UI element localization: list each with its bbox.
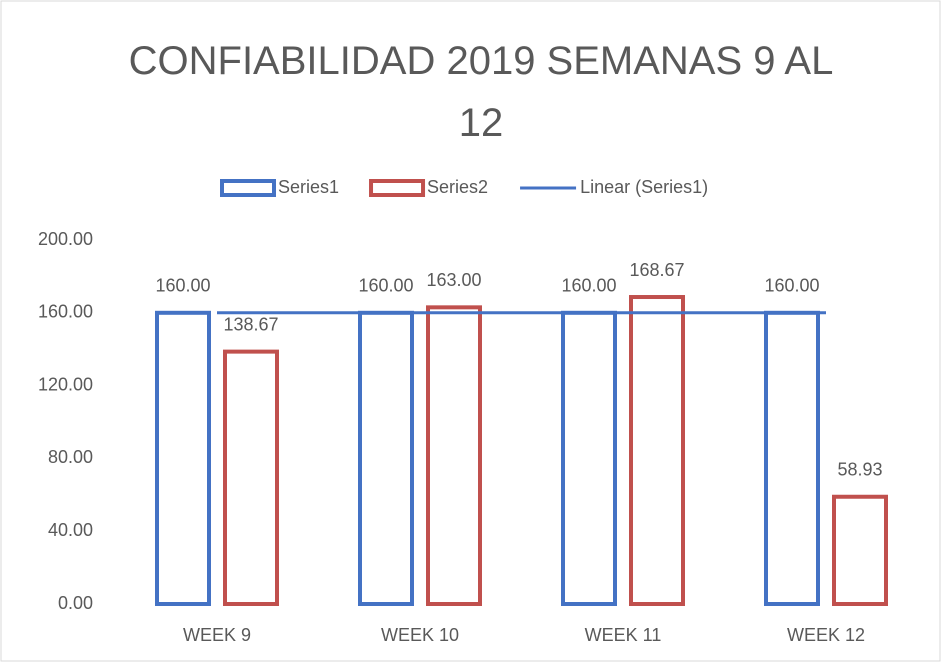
y-tick-label: 80.00: [48, 447, 93, 467]
y-tick-label: 200.00: [38, 229, 93, 249]
x-tick-label: WEEK 9: [183, 625, 251, 645]
bar: [764, 310, 820, 606]
y-tick-label: 120.00: [38, 374, 93, 394]
bar: [223, 349, 279, 606]
data-label: 160.00: [358, 276, 413, 296]
data-label: 168.67: [629, 260, 684, 280]
x-tick-label: WEEK 12: [787, 625, 865, 645]
bar: [561, 310, 617, 606]
data-label: 160.00: [561, 276, 616, 296]
legend-swatch: [220, 179, 276, 197]
y-tick-label: 0.00: [58, 593, 93, 613]
y-tick-label: 40.00: [48, 520, 93, 540]
legend-label: Series2: [427, 177, 488, 197]
data-label: 58.93: [837, 459, 882, 479]
data-label: 160.00: [764, 276, 819, 296]
data-label: 163.00: [426, 270, 481, 290]
bar: [629, 295, 685, 606]
x-tick-label: WEEK 11: [585, 625, 662, 645]
bar: [155, 310, 211, 606]
legend-swatch: [369, 179, 426, 197]
legend-label: Series1: [278, 177, 339, 197]
bar: [358, 310, 414, 606]
data-label: 160.00: [155, 276, 210, 296]
chart-title: CONFIABILIDAD 2019 SEMANAS 9 AL 12: [128, 39, 834, 145]
bar: [832, 494, 888, 607]
legend-label: Linear (Series1): [580, 177, 708, 197]
data-label: 138.67: [223, 314, 278, 334]
y-tick-label: 160.00: [38, 302, 93, 322]
x-tick-label: WEEK 10: [381, 625, 459, 645]
bar: [426, 305, 482, 606]
